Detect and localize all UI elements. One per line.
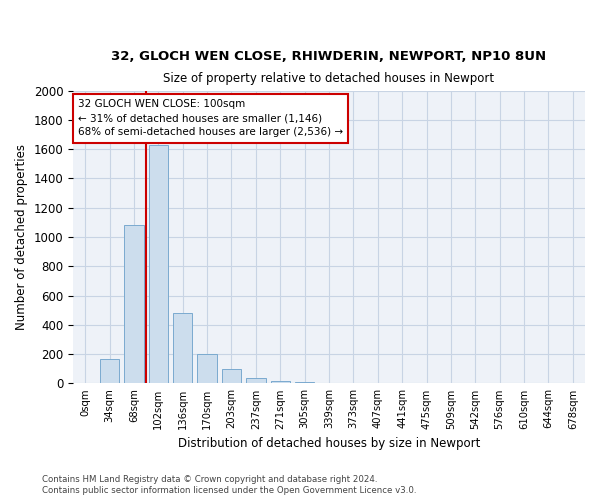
Text: Contains HM Land Registry data © Crown copyright and database right 2024.: Contains HM Land Registry data © Crown c… (42, 474, 377, 484)
Title: 32, GLOCH WEN CLOSE, RHIWDERIN, NEWPORT, NP10 8UN: 32, GLOCH WEN CLOSE, RHIWDERIN, NEWPORT,… (112, 50, 547, 63)
Text: Size of property relative to detached houses in Newport: Size of property relative to detached ho… (163, 72, 494, 85)
Bar (173, 313, 193, 384)
Bar (124, 224, 144, 384)
Bar (319, 382, 339, 384)
Bar (246, 378, 266, 384)
Text: 32 GLOCH WEN CLOSE: 100sqm
← 31% of detached houses are smaller (1,146)
68% of s: 32 GLOCH WEN CLOSE: 100sqm ← 31% of deta… (78, 100, 343, 138)
Bar (271, 380, 290, 384)
Bar (295, 382, 314, 384)
Bar (100, 358, 119, 384)
Y-axis label: Number of detached properties: Number of detached properties (15, 144, 28, 330)
Text: Contains public sector information licensed under the Open Government Licence v3: Contains public sector information licen… (42, 486, 416, 495)
Bar (222, 369, 241, 384)
Bar (197, 354, 217, 384)
Bar (149, 144, 168, 384)
X-axis label: Distribution of detached houses by size in Newport: Distribution of detached houses by size … (178, 437, 480, 450)
